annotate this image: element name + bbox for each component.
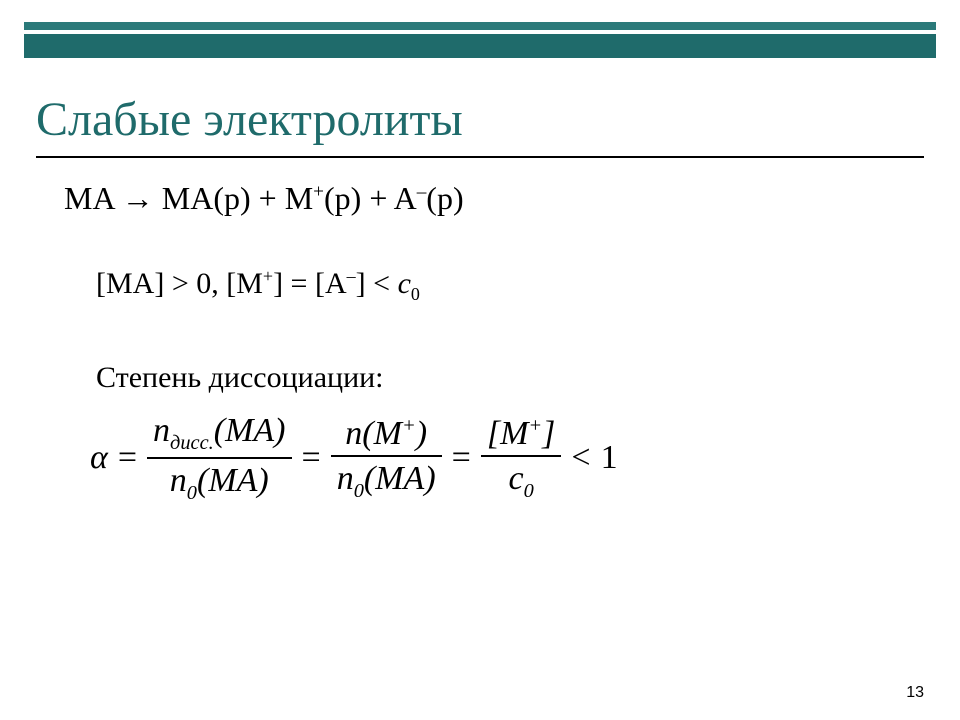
concentration-relation: [MA] > 0, [M+] = [A–] < c0 [96, 267, 900, 301]
conc-part-1: [MA] > 0, [M [96, 267, 263, 300]
f3-num-post: ] [542, 415, 555, 452]
f1-den-ma: (MA) [197, 462, 269, 499]
conc-part-3: ] < [356, 267, 398, 300]
dissociation-label: Степень диссоциации: [96, 361, 900, 395]
f2-den-n: n [337, 460, 354, 497]
f2-den-ma: (MA) [364, 460, 436, 497]
reaction-rhs-3: (р) [426, 180, 463, 216]
conc-sup-2: – [347, 266, 356, 286]
dissociation-formula: α = nдисс.(MA) n0(MA) = n(M+) n0(MA) = [… [90, 411, 900, 506]
f1-den-sub: 0 [187, 482, 197, 504]
one: 1 [601, 439, 618, 477]
header-bar-thick [24, 34, 936, 58]
f3-num-sup: + [528, 414, 542, 436]
f1-num-ma: (MA) [214, 412, 286, 449]
f1-num-n: n [153, 412, 170, 449]
fraction-3-den: c0 [502, 459, 539, 503]
reaction-rhs-2: (р) + A [324, 180, 417, 216]
title-underline [36, 156, 924, 158]
page-number: 13 [906, 684, 924, 702]
header-bar-thin [24, 22, 936, 30]
conc-sub-0: 0 [411, 284, 420, 304]
f2-num-sup: + [402, 414, 416, 436]
f1-num-sub: дисс. [170, 432, 214, 454]
fraction-2-num: n(M+) [339, 414, 433, 453]
fraction-2-bar [331, 455, 442, 457]
fraction-1-den: n0(MA) [164, 461, 275, 505]
fraction-3-num: [M+] [481, 414, 562, 453]
header-decoration [24, 22, 936, 58]
reaction-equation: MA → MA(р) + M+(р) + A–(р) [64, 180, 900, 217]
f2-num-post: ) [416, 415, 427, 452]
conc-part-2: ] = [A [273, 267, 347, 300]
fraction-1-bar [147, 457, 291, 459]
conc-c: c [398, 267, 411, 300]
f3-den-c: c [508, 460, 523, 497]
f3-num-pre: [M [487, 415, 529, 452]
slide-title: Слабые электролиты [36, 92, 463, 147]
slide-content: MA → MA(р) + M+(р) + A–(р) [MA] > 0, [M+… [60, 180, 900, 506]
reaction-arrow: → [122, 180, 154, 216]
fraction-1: nдисс.(MA) n0(MA) [147, 411, 291, 506]
alpha-symbol: α [90, 439, 108, 477]
conc-sup-1: + [263, 266, 273, 286]
fraction-2-den: n0(MA) [331, 459, 442, 503]
fraction-3: [M+] c0 [481, 414, 562, 503]
reaction-lhs: MA [64, 180, 114, 216]
reaction-sup-plus: + [313, 181, 324, 202]
reaction-sup-minus: – [417, 181, 427, 202]
fraction-2: n(M+) n0(MA) [331, 414, 442, 503]
f1-den-n: n [170, 462, 187, 499]
f2-den-sub: 0 [354, 479, 364, 501]
f3-den-sub: 0 [524, 479, 534, 501]
less-than: < [571, 439, 590, 477]
fraction-1-num: nдисс.(MA) [147, 411, 291, 455]
f2-num-pre: n(M [345, 415, 402, 452]
fraction-3-bar [481, 455, 562, 457]
equals-2: = [302, 439, 321, 477]
equals-3: = [452, 439, 471, 477]
reaction-rhs-1: MA(р) + M [162, 180, 313, 216]
equals-1: = [118, 439, 137, 477]
